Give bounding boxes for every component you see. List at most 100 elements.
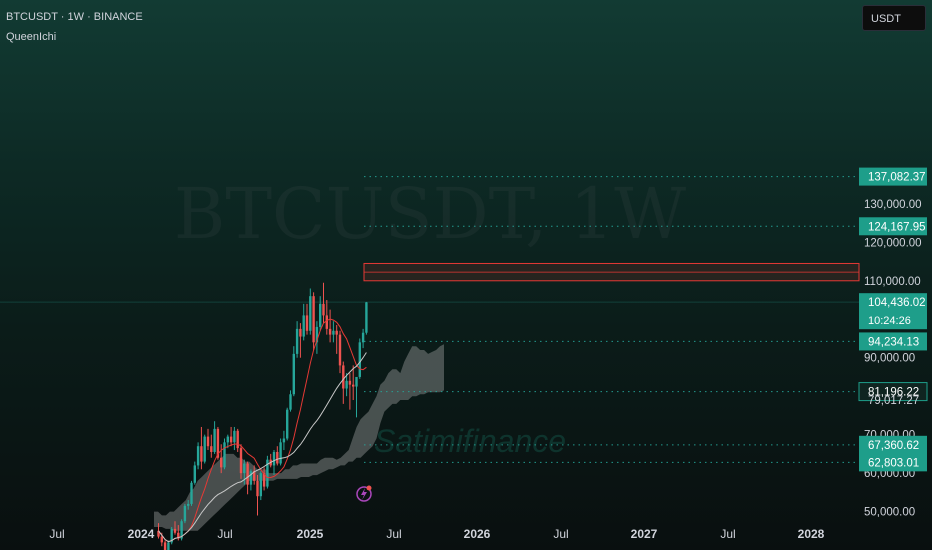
candle	[203, 434, 206, 464]
candle-body	[246, 463, 249, 485]
candle	[312, 292, 315, 351]
candle	[289, 390, 292, 412]
candle	[259, 471, 262, 501]
candle-body	[282, 438, 286, 443]
candle-body	[365, 302, 368, 333]
candle-body	[210, 446, 213, 452]
candle	[239, 444, 243, 479]
price-label-text: 104,436.02	[868, 297, 926, 309]
candle	[163, 540, 167, 550]
candle	[279, 438, 282, 466]
candle-body	[226, 436, 229, 443]
candle-body	[216, 428, 220, 458]
candle	[183, 503, 187, 524]
candle-body	[312, 296, 315, 343]
candle-body	[233, 430, 236, 443]
candle	[266, 455, 269, 489]
ichimoku-cloud	[154, 344, 444, 531]
candle	[167, 540, 170, 550]
x-axis-tick-label: 2026	[464, 527, 491, 541]
candle-body	[345, 380, 348, 389]
candle	[243, 459, 246, 485]
conversion-line	[158, 318, 367, 543]
candle	[233, 426, 236, 451]
countdown-timer: 10:24:26	[868, 315, 911, 327]
candle-body	[223, 442, 226, 468]
candle	[286, 407, 289, 441]
candle-body	[170, 528, 173, 543]
candle-body	[249, 471, 253, 485]
candle	[309, 288, 312, 335]
x-axis-tick-label: 2024	[128, 527, 155, 541]
candle-body	[200, 446, 203, 462]
price-label-badge-7	[859, 453, 927, 472]
candle-body	[299, 328, 302, 337]
candle	[173, 521, 177, 535]
candle	[282, 430, 286, 451]
candle	[229, 426, 233, 447]
candle-body	[187, 503, 190, 506]
price-label-text: 67,360.62	[868, 440, 919, 452]
candle	[223, 438, 226, 470]
candle	[262, 467, 266, 491]
candle-body	[305, 315, 309, 331]
watermark-brand: Satimifinance	[374, 423, 566, 459]
candle	[305, 303, 309, 335]
candle	[335, 325, 338, 354]
candle-body	[203, 436, 206, 462]
candle	[332, 321, 335, 343]
x-axis-tick-label: 2028	[798, 527, 825, 541]
candle-body	[206, 436, 210, 447]
candle-body	[180, 521, 183, 539]
y-axis-tick-label: 130,000.00	[864, 199, 922, 211]
candle-body	[286, 409, 289, 439]
candle-body	[315, 326, 319, 343]
candle-body	[361, 332, 365, 343]
candle	[342, 361, 345, 404]
x-axis-tick-label: Jul	[49, 527, 64, 541]
price-label-badge-3	[859, 332, 927, 351]
candle	[352, 365, 355, 401]
candle	[249, 469, 253, 491]
candle	[319, 296, 322, 331]
candle-body	[256, 480, 259, 497]
candle-body	[193, 465, 196, 483]
symbol-title: BTCUSDT · 1W · BINANCE	[6, 11, 143, 23]
candle	[302, 303, 305, 341]
event-marker	[356, 486, 372, 502]
price-label-text: 124,167.95	[868, 221, 926, 233]
candle-body	[276, 451, 279, 464]
price-label-text: 94,234.13	[868, 336, 919, 348]
candle	[328, 309, 332, 343]
candle	[348, 373, 352, 410]
price-label-text: 62,803.01	[868, 457, 919, 469]
price-label-text: 137,082.37	[868, 172, 926, 184]
candle	[256, 475, 259, 516]
candle-body	[160, 536, 163, 543]
candle	[345, 373, 348, 397]
price-label-partial: 79,017.27	[868, 395, 919, 407]
y-axis-tick-label: 90,000.00	[864, 353, 915, 365]
candle-body	[332, 330, 335, 335]
candle-body	[236, 430, 239, 449]
candle-body	[309, 296, 312, 331]
price-label-badge-2	[859, 293, 927, 330]
candle-body	[183, 505, 187, 522]
currency-unit-button[interactable]: USDT	[862, 5, 926, 31]
candle-body	[292, 353, 295, 395]
candle	[365, 301, 368, 335]
candle-body	[262, 473, 266, 487]
x-axis-tick-label: 2027	[631, 527, 658, 541]
indicator-label[interactable]: QueenIchi	[6, 31, 57, 43]
candle-body	[325, 315, 328, 329]
candle-body	[220, 457, 223, 468]
price-label-badge-0	[859, 167, 927, 186]
candle-body	[289, 394, 292, 410]
base-line	[158, 352, 367, 543]
candle-body	[319, 303, 322, 327]
candle	[190, 480, 193, 506]
candle-body	[328, 328, 332, 335]
candle-body	[243, 463, 246, 474]
